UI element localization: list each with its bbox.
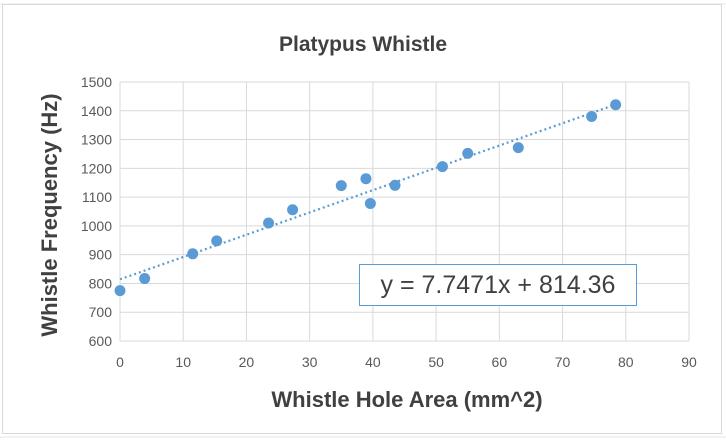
y-tick-label: 1500 [81,74,112,90]
y-tick-label: 1000 [81,218,112,234]
y-axis-ticks: 600 700 800 900 1000 1100 1200 1300 1400 1500 [81,74,112,349]
data-point[interactable] [610,99,622,111]
x-tick-label: 70 [555,354,571,370]
data-point[interactable] [360,173,372,185]
chart-title: Platypus Whistle [279,33,447,56]
y-tick-label: 700 [89,304,113,320]
x-tick-label: 10 [175,354,191,370]
y-tick-label: 1300 [81,132,112,148]
data-point[interactable] [586,111,598,123]
y-tick-label: 1400 [81,103,112,119]
y-tick-label: 800 [89,275,113,291]
data-point[interactable] [139,273,151,285]
data-point[interactable] [364,197,376,209]
x-tick-label: 20 [239,354,255,370]
x-tick-label: 90 [681,354,697,370]
x-tick-label: 30 [302,354,318,370]
x-tick-label: 40 [365,354,381,370]
data-point[interactable] [263,217,275,229]
data-point[interactable] [335,180,347,192]
x-tick-label: 50 [428,354,444,370]
data-point[interactable] [114,285,126,297]
data-point[interactable] [287,204,299,216]
data-point[interactable] [389,179,401,191]
trendline-equation-label[interactable]: y = 7.7471x + 814.36 [359,264,637,306]
y-tick-label: 1100 [82,189,112,205]
data-point[interactable] [211,235,223,247]
x-tick-label: 0 [116,354,124,370]
gridlines [119,81,690,342]
data-points [114,99,622,297]
x-tick-label: 80 [618,354,634,370]
y-axis-title: Whistle Frequency (Hz) [37,93,62,336]
chart-area[interactable]: Platypus Whistle 0 10 20 30 40 50 60 70 80 90 600… [2,4,722,434]
y-tick-label: 900 [89,247,113,263]
x-tick-label: 60 [492,354,508,370]
data-point[interactable] [512,142,524,154]
scatter-chart: Platypus Whistle 0 10 20 30 40 50 60 70 80 90 600… [37,33,697,412]
data-point[interactable] [462,147,474,159]
y-tick-label: 1200 [81,160,112,176]
x-axis-title: Whistle Hole Area (mm^2) [271,387,542,412]
x-axis-ticks: 0 10 20 30 40 50 60 70 80 90 [116,354,697,370]
data-point[interactable] [436,161,448,173]
data-point[interactable] [187,248,199,260]
y-tick-label: 600 [89,333,113,349]
